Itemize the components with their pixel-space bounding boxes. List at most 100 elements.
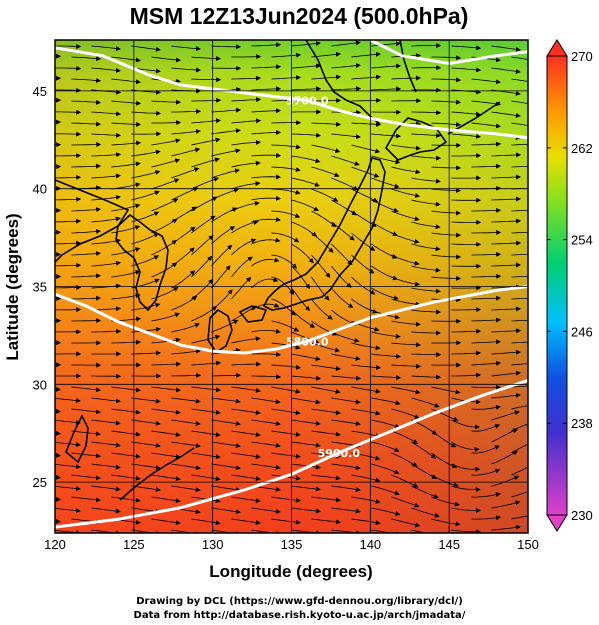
streamline [211,441,241,449]
streamline [131,255,160,267]
streamline [351,74,382,80]
colorbar-tick-label: 238 [571,416,593,431]
streamline [331,63,361,69]
streamline [55,262,82,268]
streamline [271,320,300,332]
streamline [91,132,122,138]
streamline [431,77,462,83]
streamline [291,221,318,237]
streamline [171,108,202,114]
streamline [55,218,82,224]
streamline [431,165,462,171]
streamline [351,364,381,371]
streamline [91,485,121,492]
streamline [131,350,162,356]
streamline [391,232,420,244]
coast-kurils [447,101,501,135]
streamline [351,210,377,227]
streamline [371,63,402,69]
streamline [371,177,400,189]
streamline [55,240,82,246]
streamline [471,360,502,366]
streamline [351,342,381,351]
streamline [511,253,528,256]
streamline [251,86,282,92]
streamline [231,474,261,481]
streamline [451,45,482,51]
streamline [91,152,122,158]
streamline [231,430,261,437]
streamline [351,386,381,394]
streamline [471,339,502,345]
streamline [511,363,528,366]
streamline [211,148,241,157]
streamline [391,518,421,528]
streamline [291,177,320,187]
streamline [351,430,381,439]
streamline [131,190,160,201]
streamline [471,273,502,279]
streamline [391,75,422,81]
streamline [311,144,341,153]
streamline [271,254,298,269]
streamline [391,298,421,307]
streamline [231,97,262,103]
streamline [331,397,361,405]
streamline [371,507,401,516]
height-contour [55,378,528,529]
streamline [411,110,442,116]
streamline [431,386,461,395]
streamline [331,309,357,326]
streamline [411,485,439,499]
colorbar-tick-label: 262 [571,141,593,156]
streamline [411,132,442,138]
coast-japan-kyushu [207,308,233,354]
streamline [211,507,241,515]
streamline [71,77,102,83]
streamline [131,441,161,448]
streamline [291,375,321,381]
streamline [91,45,121,51]
x-tick-label: 130 [202,537,224,552]
streamline [351,144,381,154]
streamline [391,452,418,467]
streamline [511,319,528,322]
streamline [331,419,361,426]
streamline [251,108,282,114]
streamline [371,397,401,406]
streamline [111,140,142,146]
streamline [251,463,281,470]
streamline [491,428,519,443]
streamline [191,334,221,344]
streamline [251,130,282,136]
y-tick-label: 35 [33,280,47,295]
credit-data: Data from http://database.rish.kyoto-u.a… [133,610,466,621]
contour-label: 5800.0 [286,335,329,348]
streamline [471,404,501,410]
streamline [91,529,121,533]
streamline [55,43,82,49]
streamline [511,405,528,410]
streamline [231,181,261,190]
streamline [491,500,521,509]
streamline [131,110,162,116]
streamline [311,232,334,253]
streamline [131,233,159,245]
streamline [491,67,521,74]
streamline [351,518,381,525]
streamline [151,408,181,415]
streamline [471,100,501,107]
streamline [151,386,181,393]
streamline [451,328,482,334]
streamline [131,89,161,95]
streamline [291,331,320,344]
streamline [131,45,161,52]
streamline [391,496,420,508]
streamline [451,111,481,117]
streamline [291,309,316,328]
streamline [391,210,420,222]
streamline [511,491,528,498]
streamline [111,56,141,63]
streamline [291,41,321,47]
streamline [351,51,381,58]
